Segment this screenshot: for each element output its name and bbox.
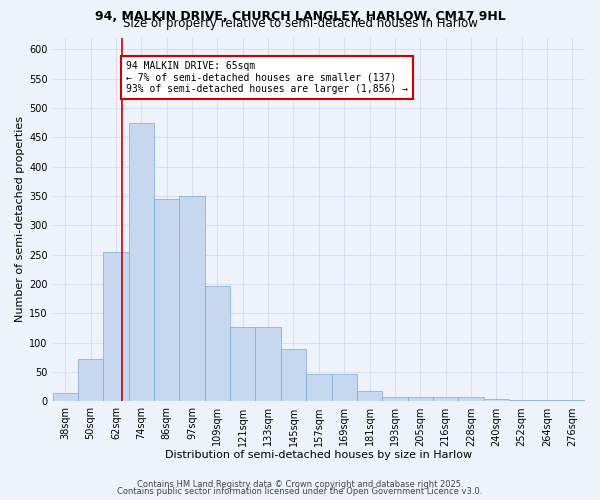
Bar <box>154 199 179 402</box>
Bar <box>103 252 129 402</box>
Bar <box>281 348 306 402</box>
Bar <box>179 196 205 402</box>
Text: 94 MALKIN DRIVE: 65sqm
← 7% of semi-detached houses are smaller (137)
93% of sem: 94 MALKIN DRIVE: 65sqm ← 7% of semi-deta… <box>126 61 408 94</box>
X-axis label: Distribution of semi-detached houses by size in Harlow: Distribution of semi-detached houses by … <box>165 450 472 460</box>
Bar <box>509 400 535 402</box>
Bar <box>357 392 382 402</box>
Y-axis label: Number of semi-detached properties: Number of semi-detached properties <box>15 116 25 322</box>
Bar <box>458 398 484 402</box>
Bar <box>382 397 407 402</box>
Bar <box>535 400 560 402</box>
Bar <box>205 286 230 402</box>
Bar <box>129 122 154 402</box>
Bar <box>484 398 509 402</box>
Bar <box>230 327 256 402</box>
Bar <box>53 392 78 402</box>
Bar <box>306 374 332 402</box>
Bar <box>256 327 281 402</box>
Bar <box>433 398 458 402</box>
Text: 94, MALKIN DRIVE, CHURCH LANGLEY, HARLOW, CM17 9HL: 94, MALKIN DRIVE, CHURCH LANGLEY, HARLOW… <box>95 10 505 23</box>
Bar <box>78 359 103 402</box>
Text: Size of property relative to semi-detached houses in Harlow: Size of property relative to semi-detach… <box>122 18 478 30</box>
Bar <box>407 398 433 402</box>
Text: Contains public sector information licensed under the Open Government Licence v3: Contains public sector information licen… <box>118 487 482 496</box>
Bar <box>560 400 585 402</box>
Text: Contains HM Land Registry data © Crown copyright and database right 2025.: Contains HM Land Registry data © Crown c… <box>137 480 463 489</box>
Bar <box>332 374 357 402</box>
